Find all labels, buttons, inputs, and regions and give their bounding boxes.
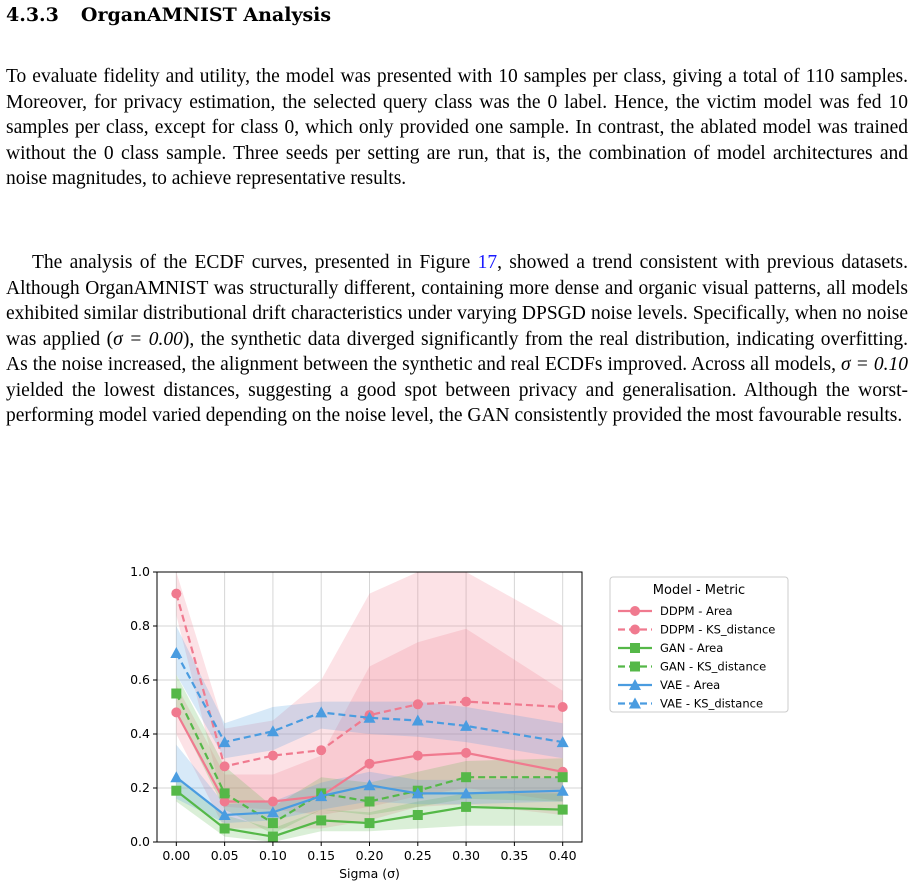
math-sigma-zero: σ = 0.00 [113, 328, 183, 350]
paragraph-1: To evaluate fidelity and utility, the mo… [6, 66, 908, 189]
series-line-2 [175, 789, 563, 838]
data-point-3-4 [364, 796, 375, 807]
legend-marker-3 [630, 661, 640, 672]
data-point-3-6 [461, 772, 472, 783]
legend-marker-5 [629, 697, 641, 709]
legend-label-4: VAE - Area [660, 678, 720, 692]
data-point-5-0 [170, 647, 183, 658]
x-tick-label-6: 0.30 [452, 848, 480, 863]
data-point-4-6 [460, 787, 473, 799]
data-point-0-5 [412, 750, 423, 761]
data-point-4-3 [315, 790, 328, 802]
data-point-4-7 [556, 784, 569, 796]
data-point-0-2 [267, 796, 278, 807]
data-point-0-6 [461, 747, 472, 758]
data-point-1-2 [267, 750, 278, 761]
legend-label-0: DDPM - Area [660, 604, 733, 618]
data-point-0-1 [219, 796, 230, 807]
data-point-4-1 [218, 809, 231, 820]
x-tick-label-3: 0.15 [307, 848, 335, 863]
paragraph-2-text-d: yielded the lowest distances, suggesting… [6, 379, 908, 427]
series-line-1 [175, 593, 563, 768]
y-tick-label-5: 1.0 [130, 564, 150, 579]
x-tick-label-8: 0.40 [549, 848, 577, 863]
data-point-2-0 [171, 785, 182, 796]
paragraph-2: The analysis of the ECDF curves, present… [6, 250, 908, 429]
figure-reference-link[interactable]: 17 [477, 252, 498, 273]
legend-marker-0 [630, 606, 640, 616]
legend: Model - Metric DDPM - Area DDPM - KS_dista… [609, 576, 789, 713]
data-point-2-3 [316, 815, 327, 826]
data-point-4-5 [411, 787, 424, 799]
section-number: 4.3.3 [6, 4, 59, 26]
legend-box [609, 576, 789, 713]
legend-label-1: DDPM - KS_distance [660, 623, 775, 637]
y-tick-label-4: 0.8 [130, 618, 150, 633]
data-point-0-4 [364, 758, 375, 769]
data-point-3-1 [219, 788, 230, 799]
series-line-0 [175, 711, 563, 803]
legend-label-2: GAN - Area [660, 641, 723, 655]
data-point-3-2 [267, 818, 278, 829]
data-point-5-2 [266, 725, 279, 737]
math-sigma-point-one: σ = 0.10 [841, 354, 908, 375]
legend-label-3: GAN - KS_distance [660, 660, 766, 674]
data-point-4-4 [363, 779, 376, 791]
data-point-2-1 [219, 823, 230, 834]
data-point-3-7 [557, 772, 568, 783]
y-tick-label-3: 0.6 [130, 672, 150, 687]
data-point-4-0 [170, 771, 183, 783]
data-point-2-4 [364, 818, 375, 829]
paragraph-2-text-b: , showed a trend consistent with previou… [6, 252, 908, 350]
data-point-1-5 [412, 699, 423, 710]
series-line-3 [175, 693, 563, 825]
data-point-1-1 [219, 761, 230, 772]
data-point-2-6 [461, 801, 472, 812]
series-line-5 [175, 652, 563, 744]
legend-title: Model - Metric [653, 583, 745, 598]
x-tick-label-2: 0.10 [259, 848, 287, 863]
x-tick-label-7: 0.35 [500, 848, 528, 863]
data-point-3-0 [171, 688, 182, 699]
data-point-5-5 [411, 714, 424, 726]
data-point-2-7 [557, 804, 568, 815]
x-tick-label-0: 0.00 [162, 848, 190, 863]
section-heading: 4.3.3 OrganAMNIST Analysis [6, 4, 331, 26]
section-title: OrganAMNIST Analysis [80, 4, 332, 26]
legend-marker-1 [630, 624, 640, 635]
x-axis-label: Sigma (σ) [339, 866, 400, 881]
data-point-5-4 [363, 711, 376, 723]
data-point-5-1 [218, 736, 231, 748]
legend-label-5: VAE - KS_distance [660, 697, 763, 711]
legend-marker-2 [630, 643, 640, 653]
y-tick-label-1: 0.2 [130, 780, 150, 795]
data-point-5-6 [460, 719, 473, 731]
data-point-4-2 [266, 806, 279, 818]
data-point-5-7 [556, 736, 569, 748]
legend-marker-4 [629, 679, 641, 690]
data-point-0-0 [171, 707, 182, 718]
data-point-5-3 [315, 706, 328, 718]
ecdf-distance-chart: 0.00 0.05 0.10 0.15 0.20 0.25 0.30 0.35 0.40 0.0 0… [130, 564, 789, 881]
series-line-4 [175, 776, 563, 817]
x-tick-label-5: 0.25 [404, 848, 432, 863]
x-tick-label-1: 0.05 [211, 848, 239, 863]
paragraph-2-text-c: ), the synthetic data diverged significa… [6, 328, 909, 376]
data-point-2-2 [267, 831, 278, 842]
x-tick-label-4: 0.20 [356, 848, 384, 863]
y-tick-label-0: 0.0 [130, 834, 150, 849]
data-point-1-7 [557, 702, 568, 712]
y-tick-label-2: 0.4 [130, 726, 150, 741]
data-point-1-3 [316, 745, 327, 756]
paragraph-2-text-a: The analysis of the ECDF curves, present… [32, 252, 478, 273]
data-point-1-0 [171, 588, 182, 599]
data-point-2-5 [412, 810, 423, 820]
data-point-1-6 [461, 696, 472, 707]
